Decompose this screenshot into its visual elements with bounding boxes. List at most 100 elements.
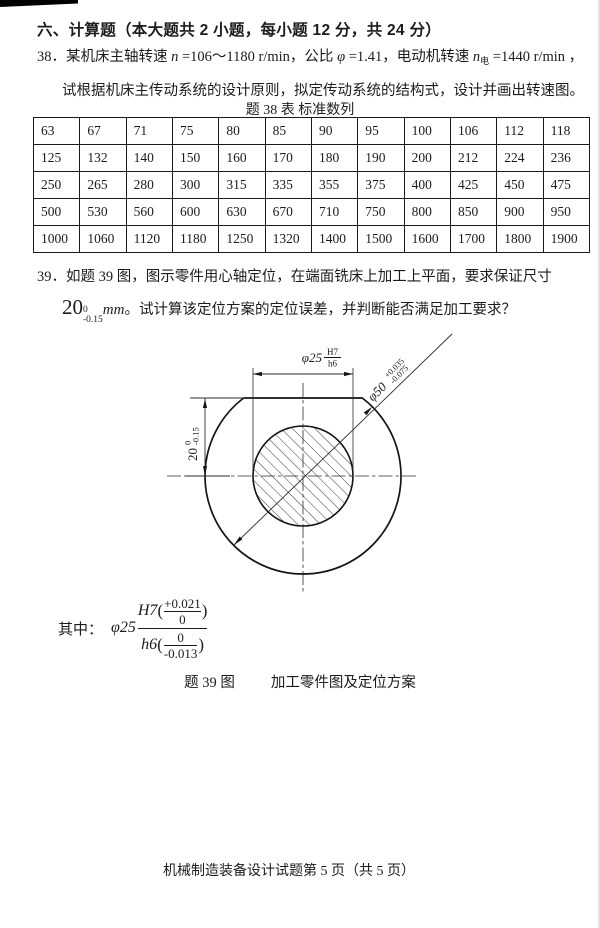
paren: ( [157,601,164,620]
question-39-number: 39． [37,269,66,285]
table-cell: 224 [496,144,544,172]
q39-text: 。试计算该定位方案的定位误差，并判断能否满足加工要求？ [124,302,516,318]
var-n-motor: n [472,49,481,65]
fit-formula: 其中： φ25 H7(+0.021 0) h6(0 -0.013) [58,588,208,668]
question-39-line2: 20 0 -0.15 mm。试计算该定位方案的定位误差，并判断能否满足加工要求？ [37,292,585,325]
part-drawing: φ50 +0.035 -0.075 φ25 H7 h6 20 0 -0.15 [167,333,453,592]
table-cell: 75 [171,117,220,145]
var-n-motor-sub: 电 [480,56,490,66]
dia25-fit-shaft: h6 [328,359,338,369]
table-cell: 315 [218,171,266,199]
dia50-arrow-lower [234,536,243,545]
table-cell: 1700 [449,225,498,253]
paren: ( [157,635,163,654]
table-cell: 190 [357,144,405,172]
scan-edge-shadow [598,0,600,928]
table-cell: 200 [403,144,451,172]
dim20-arrow-bottom [202,466,208,475]
outer-profile [204,397,402,575]
dim20-label: 20 0 -0.15 [183,427,201,461]
question-39: 39．如题 39 图，图示零件用心轴定位，在端面铣床上加工上平面，要求保证尺寸 … [37,262,585,325]
main-fraction-bar [137,627,208,629]
q39-text: 如题 39 图，图示零件用心轴定位，在端面铣床上加工上平面，要求保证尺寸 [66,269,552,285]
table-cell: 355 [310,171,359,199]
dimension-value: 20 [62,295,83,319]
table-cell: 236 [542,144,591,172]
h6-lower: -0.013 [163,645,198,661]
table-cell: 170 [264,144,312,172]
table-cell: 63 [32,117,81,145]
dia50-arrow-upper [363,406,373,416]
table-cell: 150 [171,144,220,172]
question-38-number: 38． [37,49,66,65]
fit-h6: h6 [141,636,158,653]
formula-lead: 其中： [58,621,104,638]
dia25-fit-hole: H7 [327,347,338,357]
table-cell: 375 [357,171,405,199]
table-cell: 80 [218,117,266,145]
question-38: 38．某机床主轴转速 n =106～1180 r/min，公比 φ =1.41，… [37,42,585,106]
table-cell: 400 [403,171,451,199]
table-row: 63 67 71 75 80 85 90 95 100 106 112 118 [32,117,591,145]
table-cell: 600 [171,198,220,226]
var-n: n [171,49,179,65]
standard-series-table: 63 67 71 75 80 85 90 95 100 106 112 118 125 132 140 150… [32,117,591,253]
table-cell: 475 [542,171,591,199]
table-cell: 1900 [542,225,591,253]
table-cell: 710 [310,198,359,226]
fraction-bar [164,610,201,612]
table-cell: 1180 [171,225,220,253]
fit-H7: H7 [137,602,158,619]
table-cell: 1250 [218,225,266,253]
dia50-leader-line [233,333,453,546]
table-row: 1000 1060 1120 1180 1250 1320 1400 1500 1600 1700… [32,225,591,253]
dia25-arrow-right [344,371,353,377]
table-cell: 118 [542,117,591,145]
tolerance-upper: 0 [83,305,88,315]
dia25-label: φ25 H7 h6 [302,347,341,369]
dim20-arrow-top [202,399,208,408]
table-cell: 1500 [357,225,405,253]
table-cell: 140 [125,144,173,172]
table-cell: 800 [403,198,451,226]
table-cell: 950 [542,198,591,226]
h6-upper: 0 [177,629,184,645]
figure-caption: 题 39 图 加工零件图及定位方案 [0,671,600,692]
table-row: 125 132 140 150 160 170 180 190 200 212 224 236 [32,144,591,172]
table-cell: 265 [79,171,127,199]
table-cell: 90 [310,117,359,145]
table-cell: 1060 [79,225,127,253]
table-cell: 1000 [32,225,81,253]
table-cell: 71 [125,117,173,145]
question-38-line2: 试根据机床主传动系统的设计原则，拟定传动系统的结构式，设计并画出转速图。 [62,83,584,99]
q38-text: =1440 r/min ， [489,49,584,65]
table-cell: 500 [32,198,81,226]
table-cell: 67 [79,117,127,145]
figure-title: 加工零件图及定位方案 [270,675,416,691]
paren: ) [198,635,205,654]
table-cell: 450 [496,171,544,199]
table-cell: 630 [218,198,266,226]
tolerance-lower: -0.15 [83,315,103,325]
dia25-text: φ25 [302,350,323,365]
paren: ) [201,601,208,620]
formula-fraction: H7(+0.021 0) h6(0 -0.013) [137,595,208,661]
fraction-bar [163,644,198,646]
q38-text: 某机床主轴转速 [66,49,172,65]
dimension-tolerance: 0 -0.15 [83,305,103,325]
H7-upper: +0.021 [164,595,201,611]
table-cell: 112 [496,117,544,145]
table-cell: 132 [79,144,127,172]
table-cell: 850 [449,198,498,226]
inner-bore [252,425,354,527]
dia25-arrow-left [253,371,262,377]
table-title: 题 38 表 标准数列 [245,103,355,118]
H7-lower: 0 [179,611,186,627]
q38-text: =106～1180 r/min，公比 [178,49,338,65]
table-cell: 85 [264,117,312,145]
question-39-line1: 39．如题 39 图，图示零件用心轴定位，在端面铣床上加工上平面，要求保证尺寸 [37,262,585,292]
table-cell: 335 [264,171,312,199]
table-cell: 1800 [496,225,544,253]
formula-denominator: h6(0 -0.013) [141,630,204,661]
table-cell: 750 [357,198,405,226]
